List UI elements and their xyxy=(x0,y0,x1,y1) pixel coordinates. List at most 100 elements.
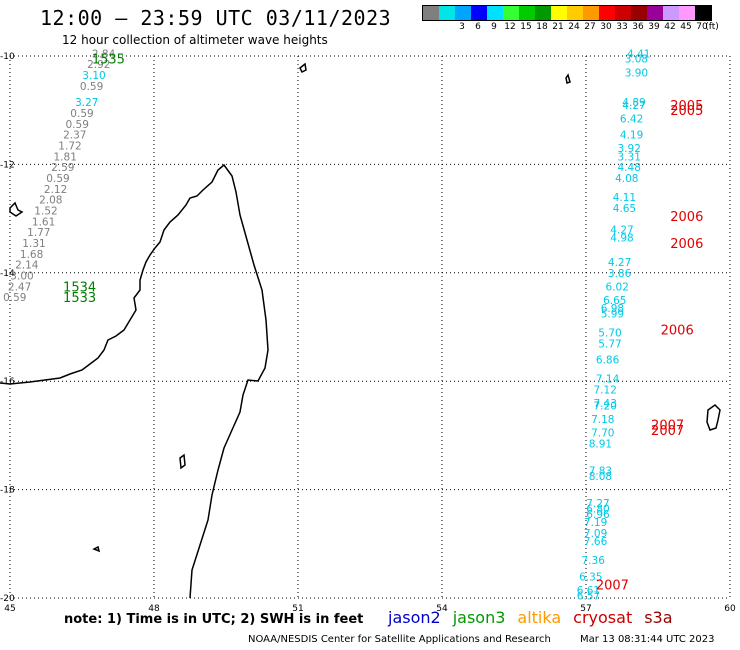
wave-height-label: 5.99 xyxy=(601,308,624,320)
wave-height-label: 2.14 xyxy=(15,260,39,272)
legend-tick-label: 24 xyxy=(568,22,580,32)
satellite-name: jason3 xyxy=(452,608,506,627)
footer-note: note: 1) Time is in UTC; 2) SWH is in fe… xyxy=(64,612,364,627)
wave-height-label: 3.27 xyxy=(75,97,98,109)
island-north xyxy=(299,62,307,74)
color-legend: 3 6 9 12 15 18 21 24 27 30 33 36 39 42 45 70 (ft) xyxy=(422,5,719,34)
wave-height-label: 3.92 xyxy=(618,143,641,155)
wave-height-label: 6.02 xyxy=(606,281,629,293)
wave-height-label: 4.27 xyxy=(622,100,645,112)
wave-height-label: 1.77 xyxy=(27,227,50,239)
track-number-label: 2007 xyxy=(596,578,629,593)
track-number-label: 2005 xyxy=(670,104,703,119)
wave-height-label: 2.47 xyxy=(8,281,31,293)
wave-height-label: 3.08 xyxy=(625,54,648,66)
wave-height-label: 2.92 xyxy=(87,59,110,71)
track-number-label: 2007 xyxy=(651,419,684,434)
lon-tick-label: 54 xyxy=(436,604,448,614)
legend-tick-label: 12 xyxy=(504,22,516,32)
legend-tick-label: 30 xyxy=(600,22,612,32)
lat-tick-label: -10 xyxy=(0,52,15,62)
legend-swatch xyxy=(663,6,679,20)
wave-height-label: 7.27 xyxy=(586,498,609,510)
wave-height-label: 7.83 xyxy=(589,466,612,478)
legend-tick-label: 9 xyxy=(491,22,497,32)
wave-height-label: 2.59 xyxy=(51,162,74,174)
legend-swatch xyxy=(551,6,567,20)
wave-height-label: 6.98 xyxy=(601,303,624,315)
track-number-label: 1535 xyxy=(92,53,125,68)
lon-tick-label: 45 xyxy=(4,604,15,614)
page-title: 12:00 – 23:59 UTC 03/11/2023 xyxy=(40,6,392,30)
satellite-name: cryosat xyxy=(573,608,633,627)
wave-height-label: 1.61 xyxy=(32,216,55,228)
wave-height-label: 4.27 xyxy=(608,257,631,269)
legend-color-bar xyxy=(422,5,712,21)
lon-tick-label: 60 xyxy=(724,604,736,614)
lat-lon-grid xyxy=(9,55,731,599)
legend-swatch xyxy=(423,6,439,20)
legend-labels: 3 6 9 12 15 18 21 24 27 30 33 36 39 42 45 70 (ft) xyxy=(422,22,719,34)
wave-height-label: 4.19 xyxy=(620,130,643,142)
wave-height-label: 7.19 xyxy=(584,517,607,529)
wave-height-label: 6.96 xyxy=(586,509,610,521)
legend-swatch xyxy=(535,6,551,20)
wave-height-label: 4.41 xyxy=(627,48,650,60)
page-subtitle: 12 hour collection of altimeter wave hei… xyxy=(62,33,328,47)
wave-height-labels: 2.842.923.100.593.270.590.592.371.721.81… xyxy=(3,48,650,602)
legend-swatch xyxy=(631,6,647,20)
legend-swatch xyxy=(567,6,583,20)
wave-height-label: 4.11 xyxy=(613,192,636,204)
lat-tick-label: -20 xyxy=(0,594,15,604)
legend-tick-label: 21 xyxy=(552,22,564,32)
legend-tick-label: 3 xyxy=(459,22,465,32)
wave-height-label: 3.86 xyxy=(608,268,632,280)
wave-height-label: 0.59 xyxy=(70,108,93,120)
wave-height-label: 4.48 xyxy=(618,162,641,174)
wave-height-label: 2.08 xyxy=(39,195,62,207)
lon-tick-label: 51 xyxy=(292,604,303,614)
wave-height-label: 5.77 xyxy=(598,338,621,350)
legend-tick-label: 33 xyxy=(616,22,628,32)
legend-swatch xyxy=(455,6,471,20)
lat-tick-label: -16 xyxy=(0,377,15,387)
legend-swatch xyxy=(503,6,519,20)
legend-tick-label: 18 xyxy=(536,22,548,32)
wave-height-label: 4.89 xyxy=(622,97,645,109)
wave-height-label: 0.59 xyxy=(3,292,26,304)
wave-height-label: 6.80 xyxy=(586,504,609,516)
lon-tick-label: 48 xyxy=(148,604,160,614)
wave-height-label: 0.59 xyxy=(80,81,103,93)
wave-height-label: 2.12 xyxy=(44,184,67,196)
wave-height-label: 8.08 xyxy=(589,471,612,483)
wave-height-label: 1.68 xyxy=(20,249,43,261)
legend-swatch xyxy=(695,6,711,20)
wave-height-label: 7.09 xyxy=(584,528,607,540)
wave-height-label: 1.31 xyxy=(22,238,45,250)
track-number-label: 1533 xyxy=(63,291,96,306)
legend-tick-label: 6 xyxy=(475,22,481,32)
legend-tick-label: 45 xyxy=(680,22,692,32)
wave-height-label: 7.66 xyxy=(584,536,608,548)
legend-tick-label: 27 xyxy=(584,22,596,32)
wave-height-label: 2.37 xyxy=(63,130,86,142)
lat-tick-label: -14 xyxy=(0,269,15,279)
wave-height-label: 3.10 xyxy=(82,70,105,82)
track-number-label: 2005 xyxy=(670,99,703,114)
lon-tick-label: 57 xyxy=(580,604,591,614)
wave-height-label: 1.72 xyxy=(58,140,81,152)
legend-tick-label: 36 xyxy=(632,22,644,32)
track-number-label: 2006 xyxy=(670,210,703,225)
wave-height-label: 7.70 xyxy=(591,428,614,440)
wave-height-label: 2.84 xyxy=(92,48,116,60)
generated-timestamp: Mar 13 08:31:44 UTC 2023 xyxy=(580,634,715,645)
madagascar-coast xyxy=(0,163,269,599)
wave-height-label: 1.52 xyxy=(34,205,57,217)
legend-swatch xyxy=(647,6,663,20)
wave-height-label: 6.86 xyxy=(596,355,620,367)
wave-height-label: 0.59 xyxy=(46,173,69,185)
track-number-label: 2006 xyxy=(661,324,694,339)
wave-height-label: 5.70 xyxy=(598,327,621,339)
island-small-1 xyxy=(179,453,186,470)
